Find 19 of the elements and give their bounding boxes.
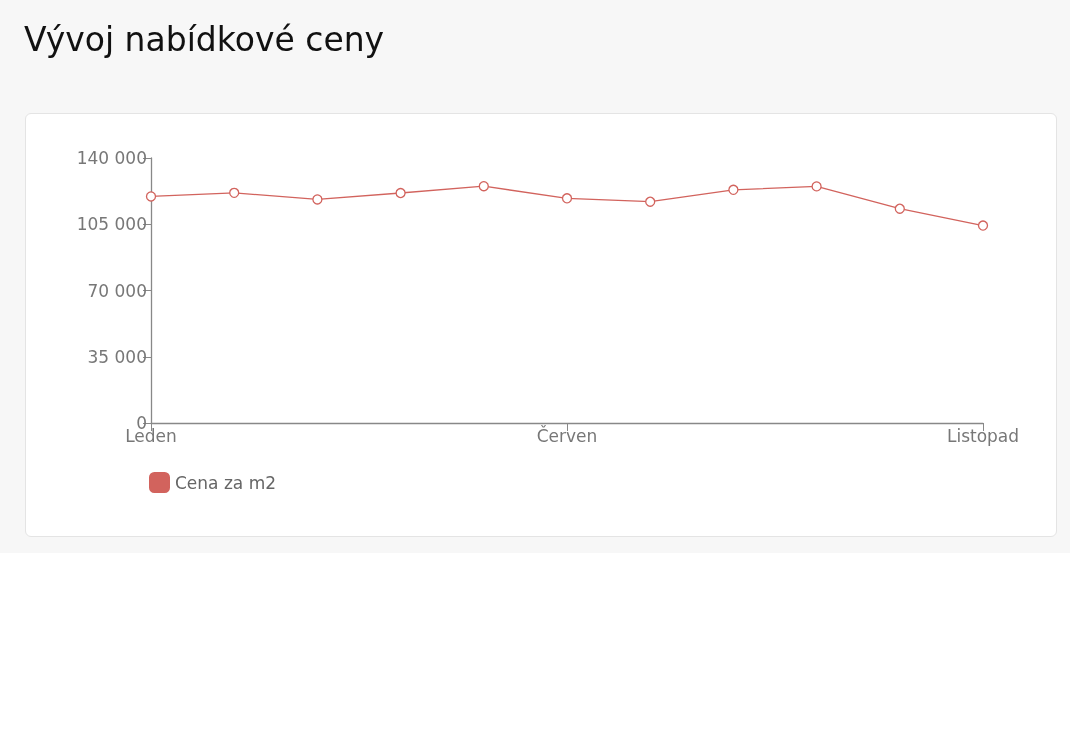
x-tick-label: Červen bbox=[536, 424, 598, 446]
y-tick-label: 140 000 bbox=[76, 148, 147, 168]
point bbox=[395, 187, 406, 199]
chart-title: Vývoj nabídkové ceny bbox=[24, 20, 385, 59]
point bbox=[728, 184, 739, 195]
x-tick-label: Listopad bbox=[946, 425, 1020, 446]
y-tick-label: 35 000 bbox=[87, 346, 147, 367]
point bbox=[894, 203, 905, 214]
point bbox=[811, 181, 822, 192]
legend-label: Cena za m2 bbox=[175, 472, 277, 493]
point bbox=[312, 194, 323, 205]
point bbox=[645, 196, 656, 207]
y-tick-label: 70 000 bbox=[87, 280, 147, 301]
point bbox=[229, 187, 240, 198]
point bbox=[561, 193, 573, 204]
point bbox=[145, 191, 157, 202]
point bbox=[478, 181, 489, 192]
point bbox=[977, 220, 989, 231]
y-tick-label: 105 000 bbox=[76, 214, 147, 235]
